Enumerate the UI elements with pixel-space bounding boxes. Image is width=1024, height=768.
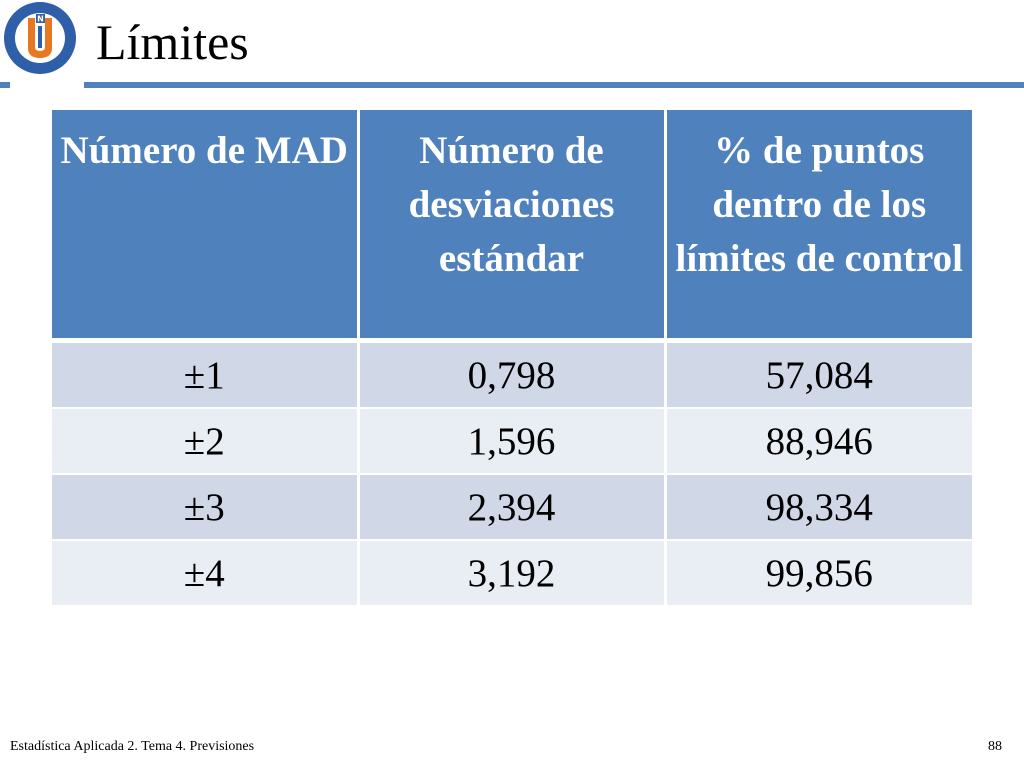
cell-std-dev: 3,192 [358,540,667,607]
header-percent-points: % de puntos dentro de los límites de con… [665,110,972,343]
seal-n-letter: N [37,15,44,24]
cell-mad: ±1 [52,340,360,409]
cell-mad: ±4 [52,540,360,607]
cell-percent: 98,334 [665,474,972,541]
cell-mad: ±2 [52,408,360,475]
seal-n-badge [36,14,45,23]
table-row: ±1 0,798 57,084 [52,340,972,409]
cell-std-dev: 1,596 [358,408,667,475]
cell-std-dev: 2,394 [358,474,667,541]
table-header-row: Número de MAD Número de desviaciones est… [52,110,972,343]
cell-std-dev: 0,798 [358,340,667,409]
cell-percent: 57,084 [665,340,972,409]
cell-mad: ±3 [52,474,360,541]
control-limits-table: Número de MAD Número de desviaciones est… [52,110,972,607]
seal-cross [38,26,42,48]
university-seal-icon: N [4,2,76,74]
cell-percent: 99,856 [665,540,972,607]
footer-page-number: 88 [988,739,1002,754]
header-mad: Número de MAD [52,110,360,343]
header-std-dev: Número de desviaciones estándar [358,110,667,343]
footer-course-name: Estadística Aplicada 2. Tema 4. Previsio… [10,739,255,754]
title-underline-left [0,82,10,88]
table-row: ±2 1,596 88,946 [52,408,972,475]
title-underline [84,82,1024,88]
slide-title: Límites [96,14,249,70]
cell-percent: 88,946 [665,408,972,475]
table-row: ±4 3,192 99,856 [52,540,972,607]
table-row: ±3 2,394 98,334 [52,474,972,541]
seal-u-shape [28,18,52,58]
